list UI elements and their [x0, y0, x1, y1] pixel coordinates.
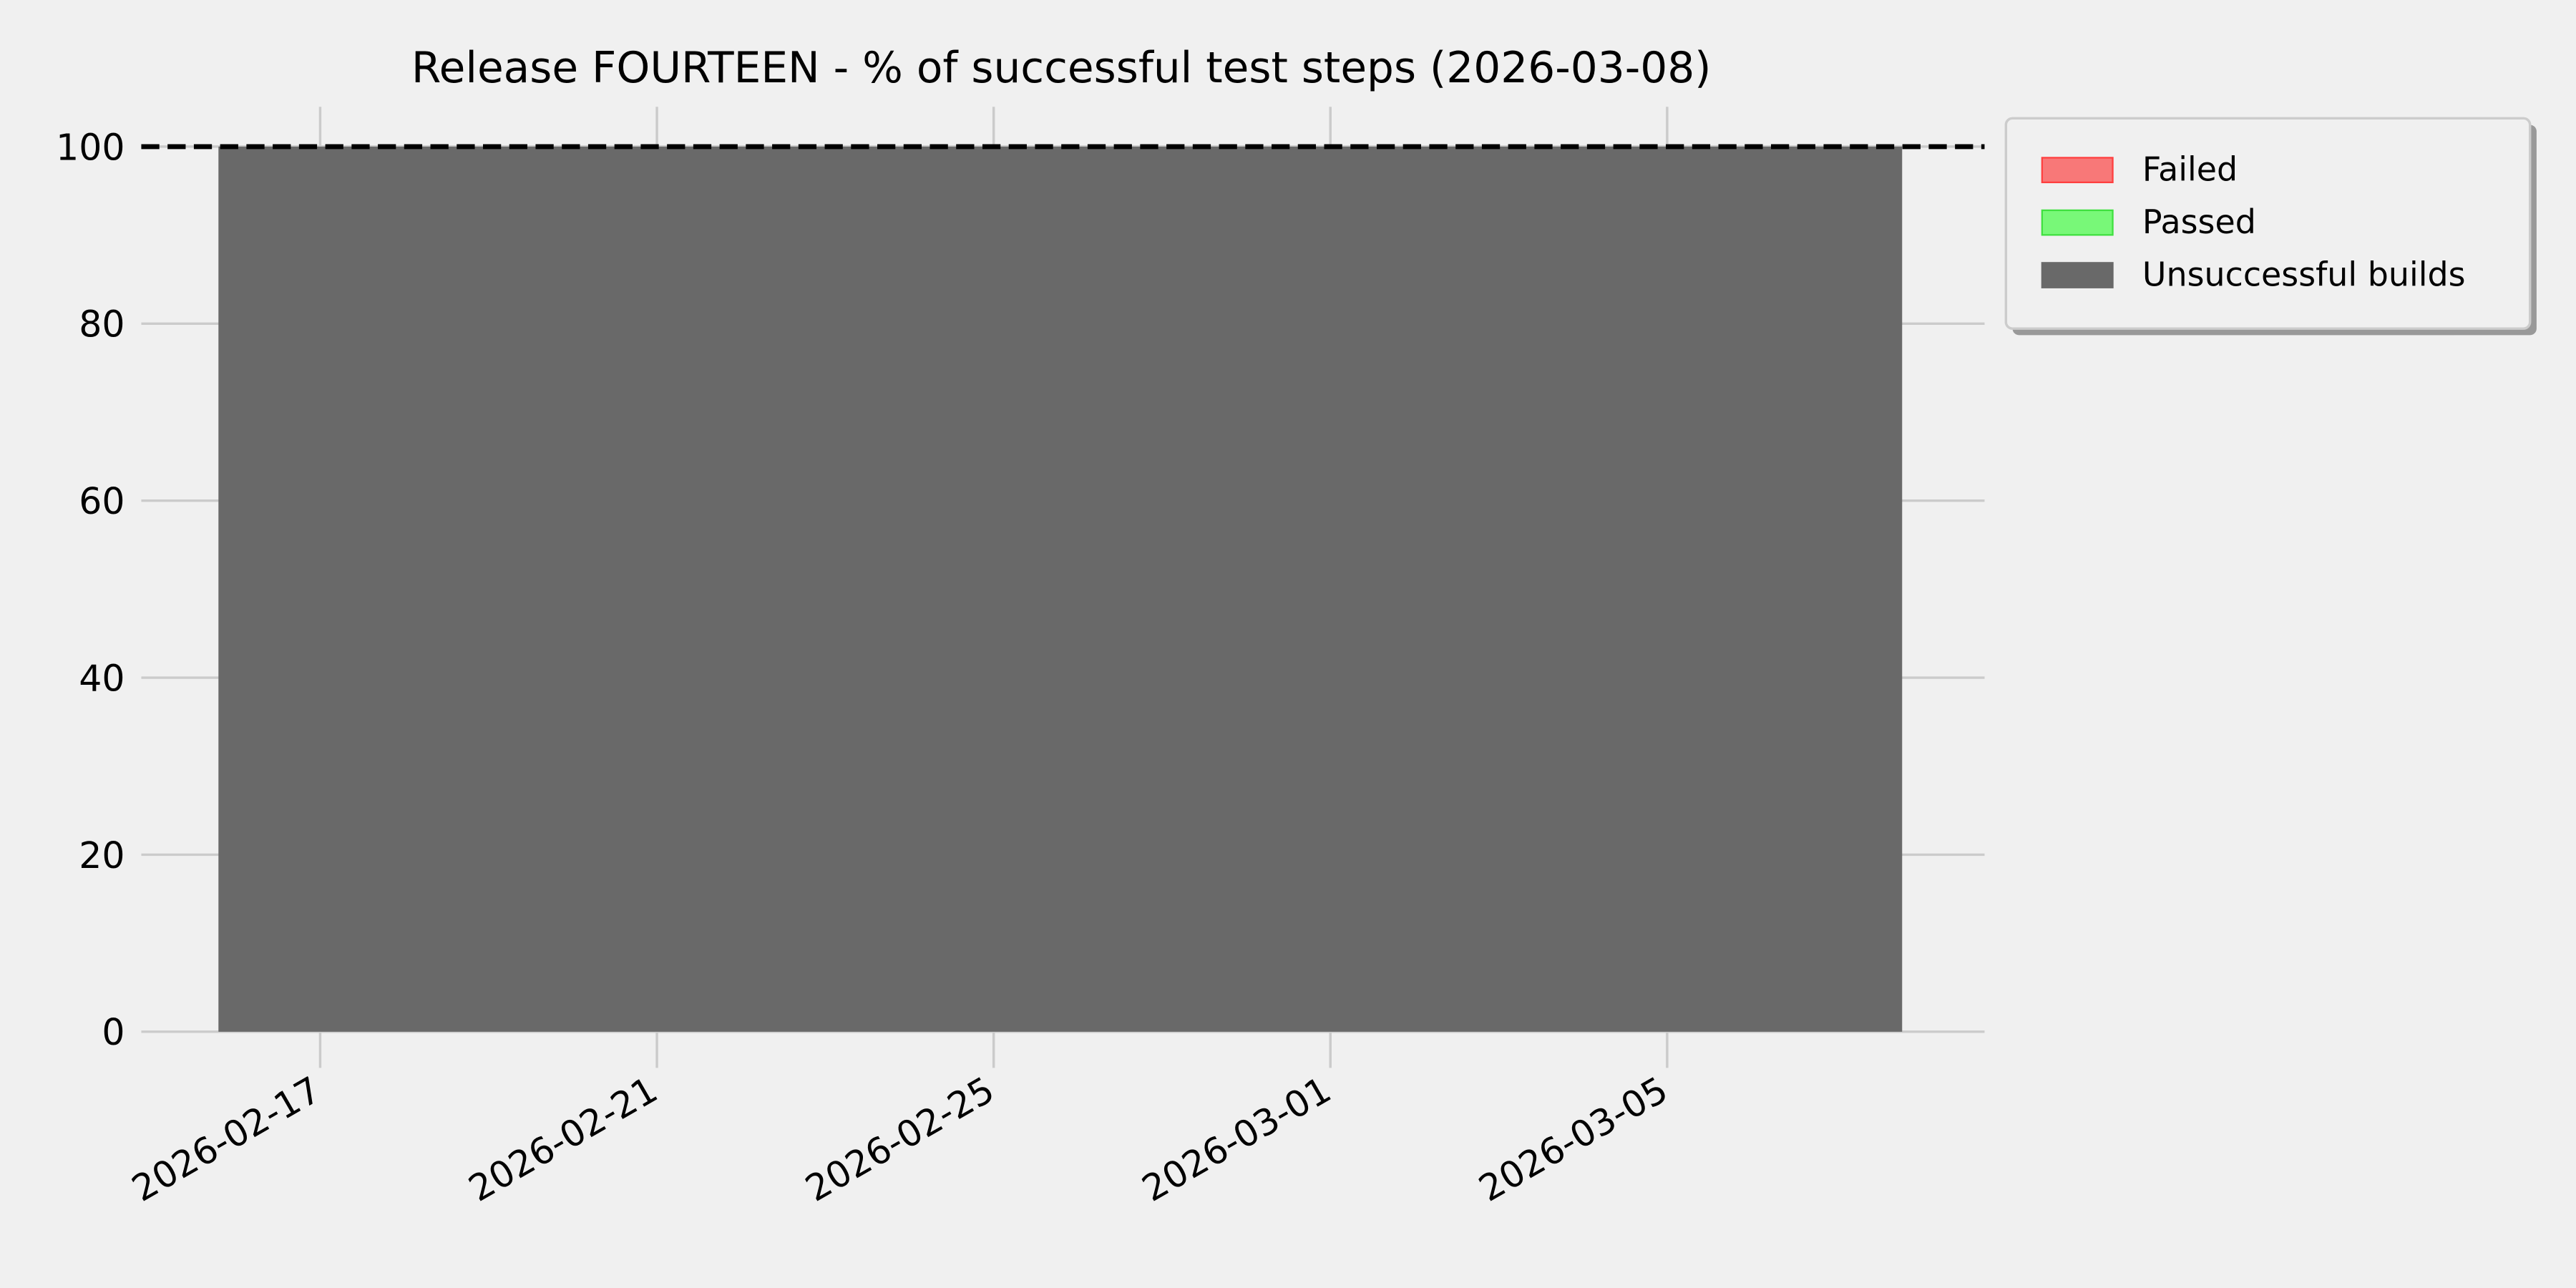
y-tick-label: 0: [102, 1011, 125, 1053]
legend-swatch-unsuccessful-builds: [2041, 262, 2114, 288]
legend: Failed Passed Unsuccessful builds: [2004, 117, 2537, 336]
y-tick-label: 80: [79, 303, 125, 346]
legend-box: [2004, 117, 2532, 330]
chart-title: Release FOURTEEN - % of successful test …: [411, 44, 1712, 93]
legend-swatch-failed: [2041, 157, 2114, 183]
legend-swatch-passed: [2041, 209, 2114, 236]
y-tick-label: 60: [79, 480, 125, 522]
y-axis: 0 20 40 60 80 100: [56, 126, 125, 1053]
y-tick-label: 40: [79, 657, 125, 699]
legend-label: Unsuccessful builds: [2142, 255, 2466, 293]
legend-label: Passed: [2142, 203, 2256, 241]
y-tick-label: 100: [56, 126, 125, 168]
legend-label: Failed: [2142, 150, 2238, 189]
y-tick-label: 20: [79, 834, 125, 877]
plot-areas: [218, 146, 1903, 1032]
area-unsuccessful-builds: [218, 146, 1903, 1032]
